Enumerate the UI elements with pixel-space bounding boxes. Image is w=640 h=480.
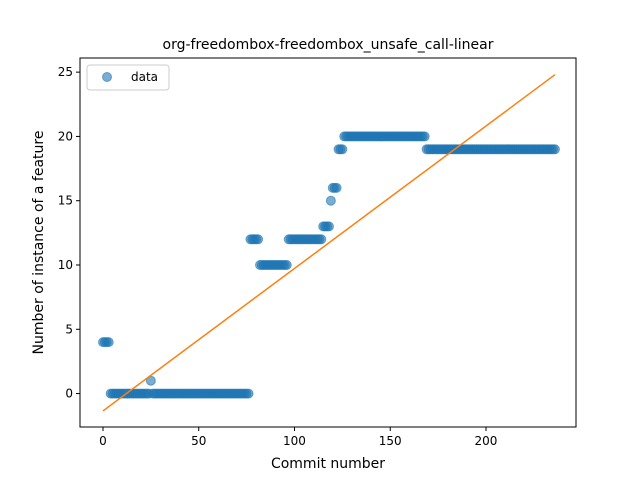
data-point <box>325 195 336 206</box>
x-axis-label: Commit number <box>271 456 385 472</box>
y-tick-label: 15 <box>58 194 73 208</box>
data-point <box>253 234 264 245</box>
ticks: 0 50 100 150 200 0 5 10 15 20 25 <box>58 65 498 448</box>
y-tick-label: 20 <box>58 129 73 143</box>
data-point <box>316 234 327 245</box>
data-point <box>331 182 342 193</box>
legend-box <box>86 64 170 91</box>
data-point <box>323 221 334 232</box>
x-tick-label: 150 <box>379 434 402 448</box>
x-tick-label: 0 <box>99 434 107 448</box>
data-point <box>419 131 430 142</box>
legend-marker-data <box>102 72 112 82</box>
data-point <box>549 144 560 155</box>
linear-fit-line <box>102 74 556 412</box>
y-tick-label: 0 <box>65 387 73 401</box>
data-point <box>281 260 292 270</box>
chart-title: org-freedombox-freedombox_unsafe_call-li… <box>163 37 494 53</box>
y-tick-label: 10 <box>58 258 73 272</box>
x-tick-label: 50 <box>191 434 206 448</box>
axes-frame <box>79 57 577 428</box>
data-point <box>243 388 254 399</box>
x-tick-label: 100 <box>283 434 306 448</box>
y-tick-label: 5 <box>65 322 73 336</box>
y-axis-label: Number of instance of a feature <box>31 131 47 355</box>
legend-label-data: data <box>131 70 158 84</box>
x-tick-label: 200 <box>475 434 498 448</box>
data-point <box>103 337 114 348</box>
legend: data <box>86 64 170 91</box>
data-point <box>337 144 348 155</box>
plot-area <box>97 74 560 412</box>
y-tick-label: 25 <box>58 65 73 79</box>
